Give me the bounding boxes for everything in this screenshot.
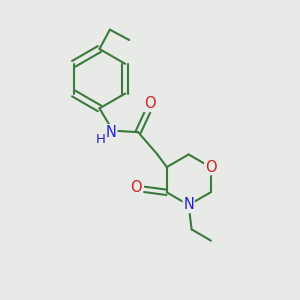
Text: N: N	[106, 125, 117, 140]
Text: O: O	[144, 96, 156, 111]
Text: H: H	[95, 133, 105, 146]
Text: N: N	[183, 197, 194, 212]
Text: O: O	[130, 180, 142, 195]
Text: O: O	[205, 160, 216, 175]
